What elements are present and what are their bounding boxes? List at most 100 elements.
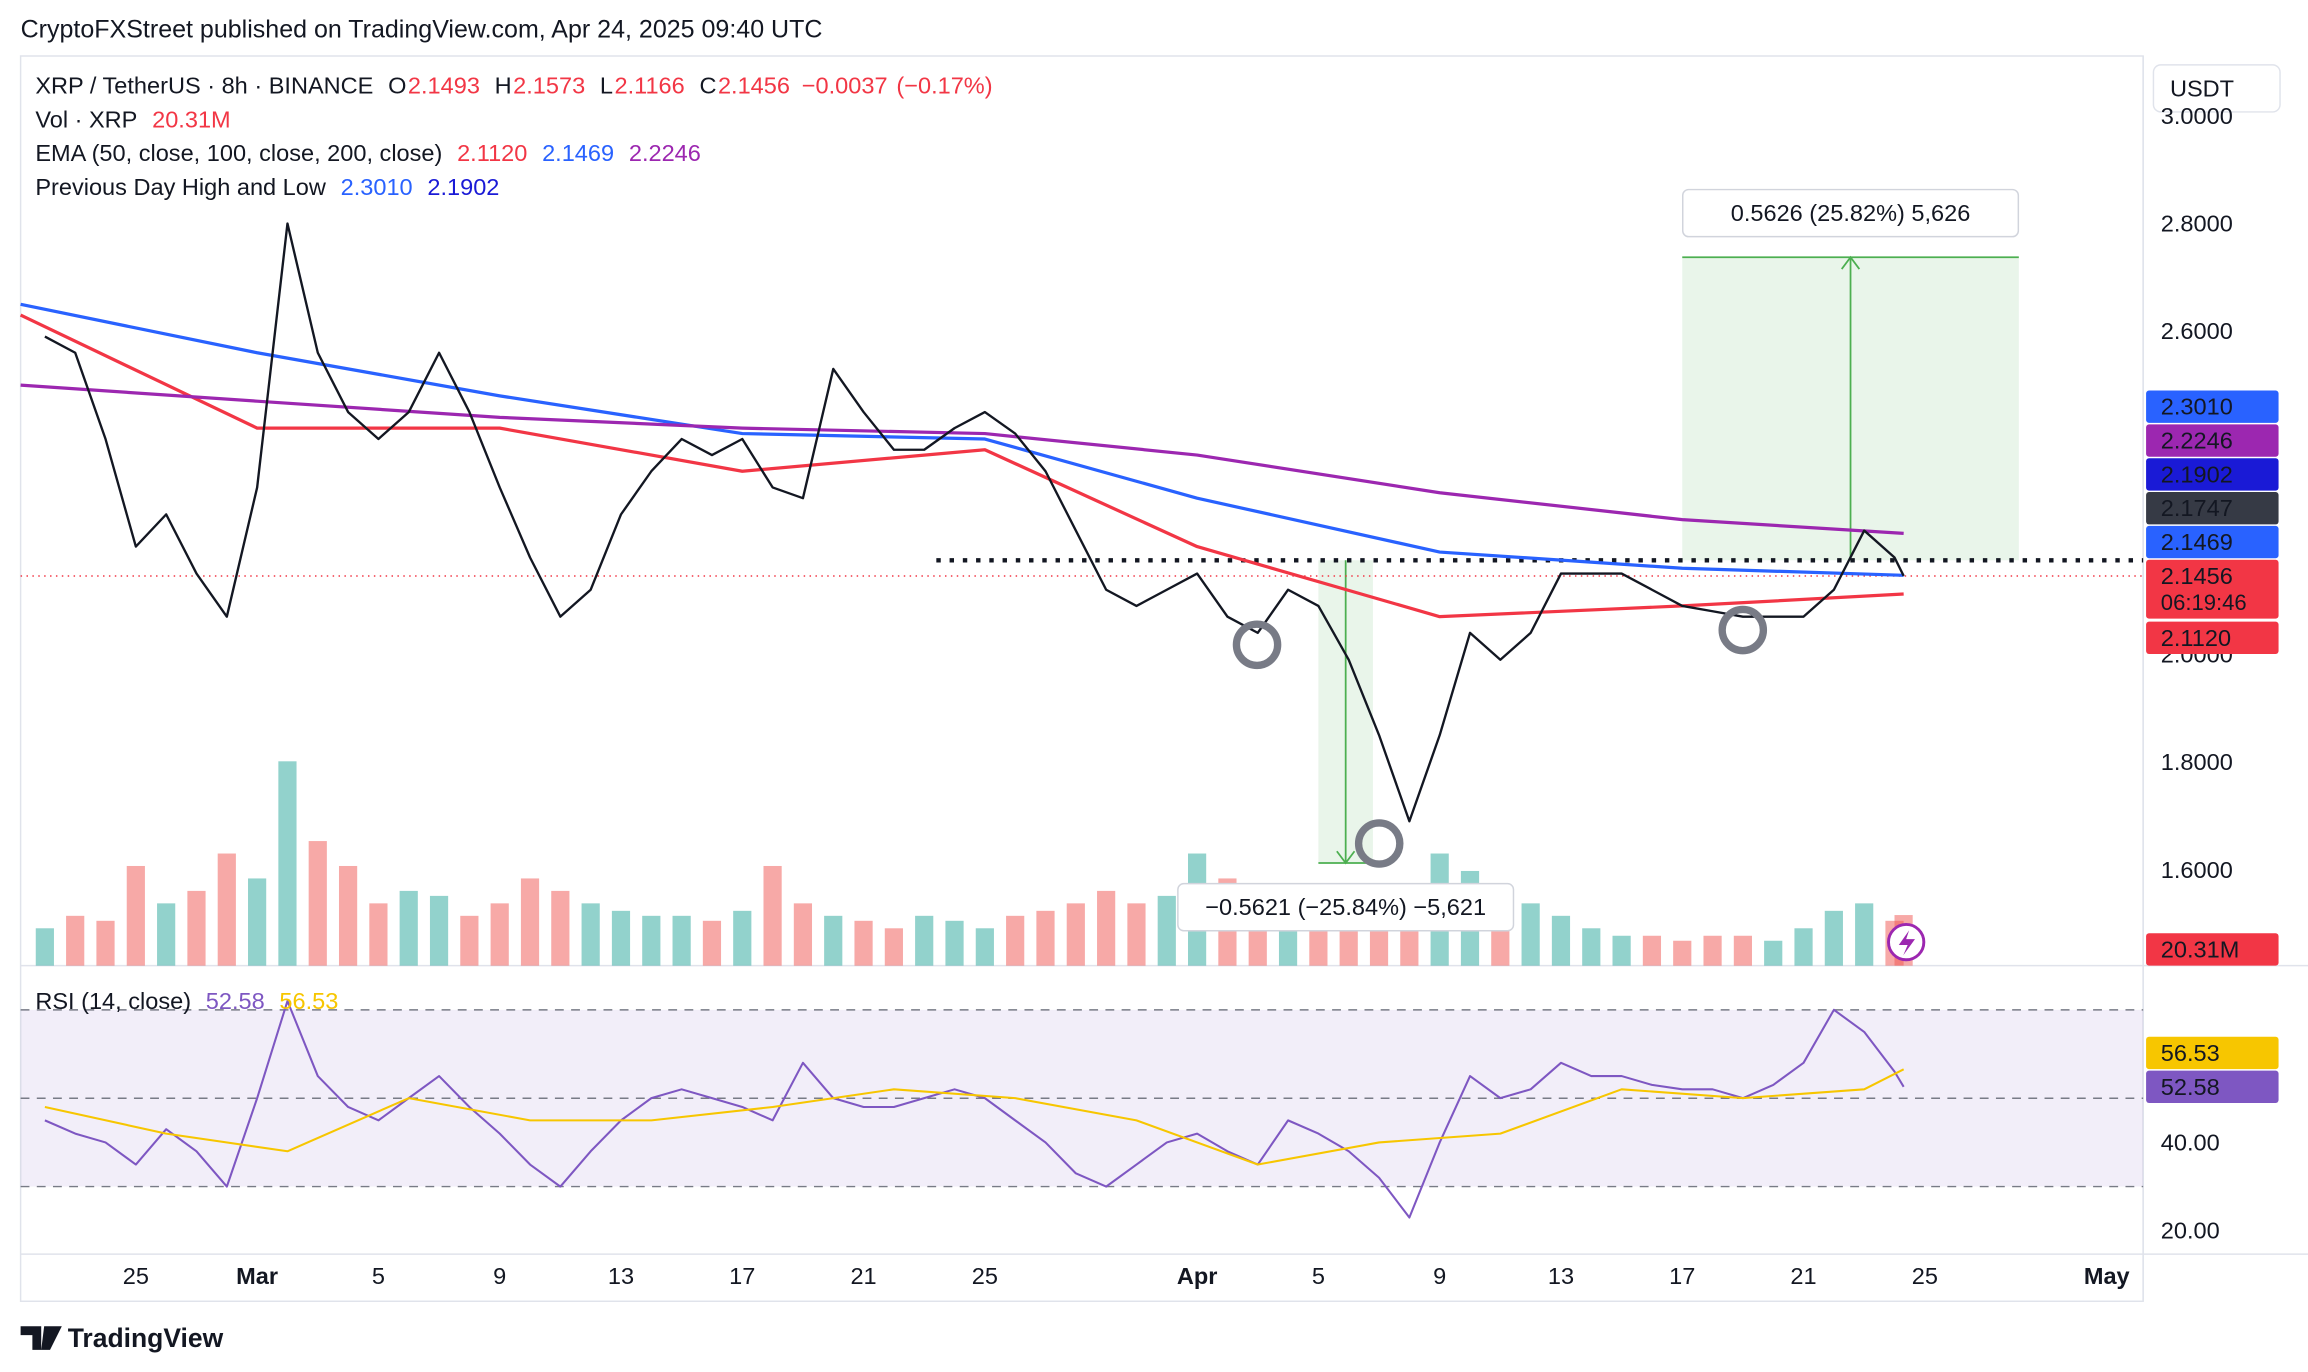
ema-line — [20, 302, 1904, 577]
brand-logo — [20, 1326, 62, 1350]
legend: XRP / TetherUS · 8h · BINANCE O2.1493 H2.1… — [35, 72, 992, 98]
volume-bar — [642, 915, 661, 966]
legend-item: 2.2246 — [629, 140, 701, 166]
x-tick-label: 5 — [1312, 1263, 1325, 1289]
x-tick-label: 13 — [608, 1263, 634, 1289]
axis-label-box — [2146, 390, 2279, 423]
legend: RSI (14, close) 52.58 56.53 — [35, 988, 338, 1014]
rsi-ma-label-box — [2146, 1036, 2279, 1070]
volume-bar — [157, 903, 176, 966]
volume-bar — [1157, 895, 1176, 966]
legend-item: (−0.17%) — [896, 72, 992, 98]
x-tick-label: 17 — [729, 1263, 755, 1289]
axis-label: 2.2246 — [2161, 428, 2233, 454]
brand: TradingView — [68, 1323, 224, 1353]
volume-bar — [66, 915, 85, 966]
legend-item: 20.31M — [152, 106, 231, 132]
rsi-ma-line — [44, 1068, 1905, 1166]
volume-label-box — [2146, 933, 2279, 966]
x-tick-label: 17 — [1669, 1263, 1695, 1289]
legend: Previous Day High and Low 2.3010 2.1902 — [35, 174, 499, 200]
legend: Vol · XRP 20.31M — [35, 106, 230, 132]
x-tick-label: 21 — [1790, 1263, 1816, 1289]
volume-bar — [551, 890, 570, 966]
marker-circle — [1718, 605, 1768, 655]
volume-bar — [945, 920, 964, 966]
volume-bar — [1127, 903, 1146, 966]
rsi-label: 52.58 — [2161, 1074, 2220, 1100]
x-tick-label: May — [2084, 1263, 2130, 1289]
x-tick-label: 25 — [1912, 1263, 1938, 1289]
y-tick-label: 2.6000 — [2161, 318, 2233, 344]
legend-item: XRP / TetherUS · 8h · BINANCE — [35, 72, 373, 98]
ema-line — [20, 383, 1904, 535]
currency[interactable]: USDT — [2170, 75, 2234, 101]
volume-bar — [187, 890, 206, 966]
measure-arrowhead — [1840, 255, 1861, 270]
volume-bar — [96, 920, 115, 966]
x-tick-label: 25 — [123, 1263, 149, 1289]
volume-label: 20.31M — [2161, 936, 2240, 962]
axis-label: 2.3010 — [2161, 394, 2233, 420]
volume-bar — [490, 903, 509, 966]
volume-bar — [1309, 920, 1328, 966]
rsi-ma-label: 56.53 — [2161, 1040, 2220, 1066]
legend-item: 2.1120 — [457, 140, 527, 166]
event-bolt — [1898, 930, 1915, 956]
volume-bar — [1097, 890, 1116, 966]
legend-item: 2.3010 — [341, 174, 413, 200]
volume-bar — [278, 761, 297, 966]
axis-label: 2.1747 — [2161, 495, 2233, 521]
legend-item: L — [600, 72, 613, 98]
axis-label-box — [2146, 424, 2279, 457]
currency-button[interactable] — [2152, 64, 2281, 113]
chart-layer: 0.5626 (25.82%) 5,626 −0.5621 (−25.84%) −… — [19, 72, 2279, 1289]
volume-bar — [1673, 940, 1692, 966]
price-close-line — [44, 222, 1905, 823]
rsi-tick-label: 20.00 — [2161, 1218, 2220, 1244]
legend-item: RSI (14, close) — [35, 988, 191, 1014]
x-tick-label: 13 — [1548, 1263, 1574, 1289]
volume-bar — [915, 915, 934, 966]
legend: EMA (50, close, 100, close, 200, close) 2… — [35, 140, 701, 166]
volume-bar — [611, 910, 631, 966]
y-tick-label: 3.0000 — [2161, 103, 2233, 129]
rsi-line — [44, 999, 1905, 1219]
x-tick-label: 21 — [850, 1263, 876, 1289]
volume-bar — [702, 920, 722, 966]
volume-bar — [1369, 920, 1389, 966]
marker-circle — [1232, 620, 1282, 670]
x-tick-label: 25 — [972, 1263, 998, 1289]
byline: CryptoFXStreet published on TradingView.… — [21, 16, 823, 44]
axis-price-label: 2.1456 — [2161, 563, 2233, 589]
axis-label-box — [2146, 525, 2279, 559]
measure-label: −0.5621 (−25.84%) −5,621 — [1205, 894, 1486, 920]
volume-bar — [429, 895, 449, 966]
measure-arrowhead — [1336, 850, 1356, 865]
volume-bar — [1551, 915, 1571, 966]
volume-bar — [733, 910, 752, 966]
x-tick-label: Apr — [1177, 1263, 1218, 1289]
volume-bar — [369, 903, 388, 966]
volume-bar — [1036, 910, 1055, 966]
volume-bar — [35, 928, 54, 966]
volume-bar — [1855, 903, 1874, 966]
legend-item: 2.1573 — [513, 72, 585, 98]
volume-bar — [793, 903, 813, 966]
legend-item: Vol · XRP — [35, 106, 137, 132]
volume-bar — [1006, 915, 1025, 966]
legend-item: Previous Day High and Low — [35, 174, 327, 200]
legend-item: 2.1469 — [542, 140, 614, 166]
volume-bar — [854, 920, 873, 966]
legend-item: 2.1166 — [614, 72, 684, 98]
axis-label-box — [2146, 621, 2279, 654]
axis-price-label-box — [2146, 559, 2279, 619]
volume-bar — [1066, 903, 1085, 966]
volume-bar — [1794, 928, 1813, 966]
volume-bar — [217, 853, 236, 966]
volume-bar — [884, 928, 903, 966]
volume-bar — [975, 928, 994, 966]
volume-bar — [1612, 935, 1631, 966]
axis-label: 2.1469 — [2161, 529, 2233, 555]
